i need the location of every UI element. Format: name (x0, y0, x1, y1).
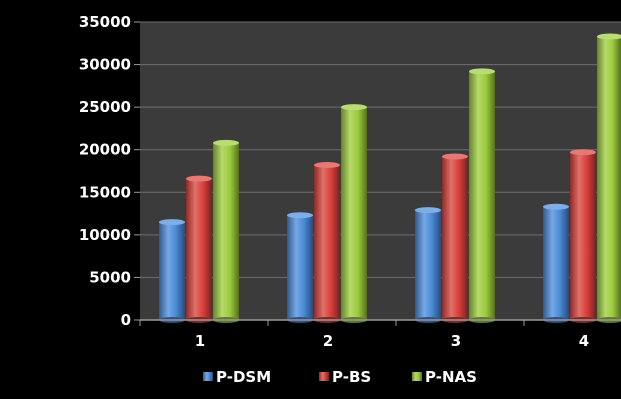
y-tick-label: 5000 (89, 268, 131, 286)
x-axis: 1 2 3 4 (139, 319, 621, 350)
bar-p-bs-3 (442, 153, 468, 323)
legend-label: P-BS (332, 368, 371, 386)
legend-label: P-NAS (425, 368, 477, 386)
legend-swatch (319, 372, 329, 381)
y-tick-label: 0 (121, 311, 131, 329)
legend-label: P-DSM (216, 368, 271, 386)
x-tick-label: 3 (451, 332, 461, 350)
x-tick-label: 2 (323, 332, 333, 350)
bar-p-bs-4 (570, 149, 596, 323)
legend-swatch (203, 372, 213, 381)
bar-p-dsm-1 (159, 219, 185, 323)
bar-p-nas-4 (597, 33, 621, 323)
bar-p-bs-2 (314, 162, 340, 323)
x-tick-label: 1 (195, 332, 205, 350)
bar-p-dsm-3 (415, 207, 441, 323)
bar-p-nas-3 (469, 68, 495, 323)
legend-item-p-nas: P-NAS (412, 368, 477, 386)
bar-p-nas-2 (341, 104, 367, 323)
y-tick-label: 20000 (79, 141, 131, 159)
y-tick-label: 30000 (79, 56, 131, 74)
legend: P-DSM P-BS P-NAS (203, 368, 477, 386)
y-tick-label: 35000 (79, 13, 131, 31)
y-tick-label: 25000 (79, 98, 131, 116)
bar-p-nas-1 (213, 139, 239, 323)
bar-p-dsm-2 (287, 212, 313, 323)
y-tick-label: 10000 (79, 226, 131, 244)
bar-p-dsm-4 (543, 203, 569, 323)
bar-p-bs-1 (186, 175, 212, 323)
legend-swatch (412, 372, 422, 381)
y-tick-label: 15000 (79, 183, 131, 201)
y-axis: 0 5000 10000 15000 20000 25000 30000 35000 (79, 13, 140, 329)
x-tick-label: 4 (579, 332, 589, 350)
legend-item-p-bs: P-BS (319, 368, 371, 386)
legend-item-p-dsm: P-DSM (203, 368, 271, 386)
bars (159, 33, 621, 323)
